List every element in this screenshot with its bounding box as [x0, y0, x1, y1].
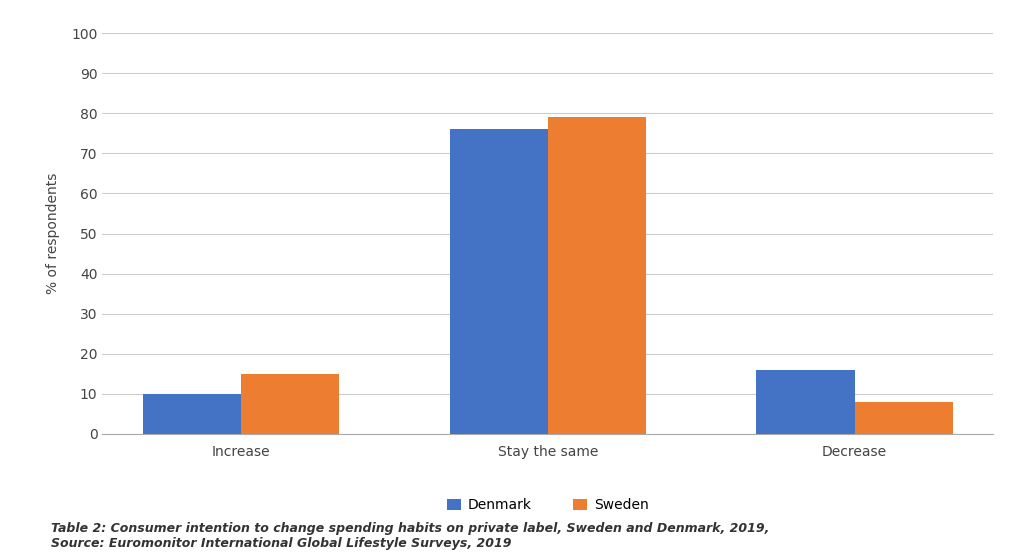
Bar: [241, 374, 339, 434]
Bar: [548, 117, 646, 434]
Bar: [450, 130, 548, 434]
Text: Table 2: Consumer intention to change spending habits on private label, Sweden a: Table 2: Consumer intention to change sp…: [51, 523, 770, 550]
Legend: Denmark, Sweden: Denmark, Sweden: [441, 493, 654, 518]
Bar: [855, 401, 952, 434]
Bar: [757, 370, 855, 434]
Bar: [143, 394, 241, 434]
Y-axis label: % of respondents: % of respondents: [46, 173, 60, 294]
